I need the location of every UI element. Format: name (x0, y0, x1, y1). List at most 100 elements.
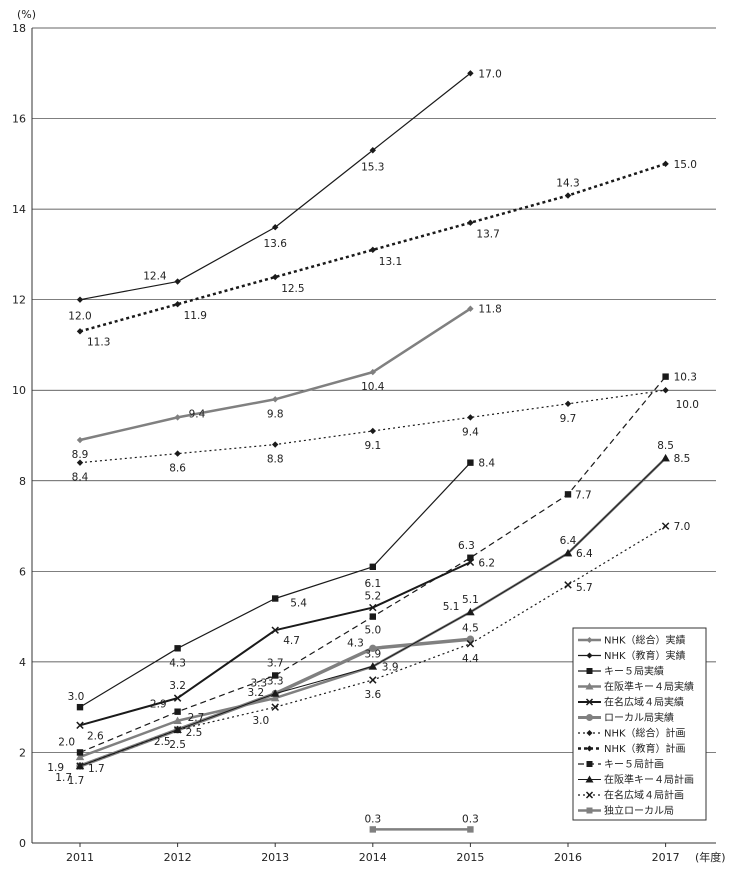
data-point (369, 613, 376, 620)
data-label: 1.7 (68, 775, 85, 787)
legend-label: 在名広域４局計画 (604, 789, 684, 802)
data-point (467, 459, 474, 466)
data-label: 8.4 (478, 458, 495, 470)
y-tick-label: 18 (12, 22, 26, 35)
marker-x-stroke (76, 762, 84, 770)
marker-x-stroke (585, 791, 594, 799)
data-point (272, 273, 279, 281)
data-point (466, 607, 475, 616)
data-label: 8.4 (72, 472, 89, 484)
legend-label: NHK（教育）実績 (604, 649, 686, 662)
data-label: 4.7 (283, 635, 300, 647)
legend-swatch-marker (586, 652, 593, 659)
data-label: 2.0 (58, 736, 75, 748)
data-label: 8.5 (657, 440, 674, 452)
data-point (467, 219, 474, 226)
data-point (272, 672, 279, 679)
data-label: 5.0 (364, 625, 381, 637)
data-label: 3.0 (68, 691, 85, 703)
data-point (173, 726, 182, 734)
y-tick-label: 4 (19, 656, 26, 669)
data-label: 12.5 (281, 283, 304, 295)
data-point (76, 296, 84, 303)
data-label: 4.5 (462, 622, 479, 634)
y-tick-label: 14 (12, 203, 26, 216)
legend-entry: 独立ローカル局 (578, 804, 674, 817)
data-label: 0.3 (364, 813, 381, 825)
data-label: 6.1 (364, 578, 381, 590)
legend-entry: キー５局計画 (578, 758, 664, 771)
data-point (271, 626, 279, 634)
data-point (76, 762, 84, 770)
legend-entry: 在阪準キー４局実績 (578, 680, 694, 693)
data-point (76, 749, 84, 756)
y-axis-unit: (%) (17, 8, 36, 21)
legend-label: NHK（総合）実績 (604, 634, 686, 647)
data-point (173, 694, 182, 702)
data-label: 1.7 (88, 763, 105, 775)
series-path (79, 72, 471, 301)
legend-label: NHK（教育）計画 (604, 742, 686, 755)
y-tick-label: 2 (19, 746, 26, 759)
data-label: 4.4 (462, 653, 479, 665)
data-point (369, 676, 377, 684)
data-label: 3.9 (364, 648, 381, 660)
data-point (368, 662, 377, 670)
data-label: 7.7 (575, 489, 592, 501)
series-path (79, 462, 471, 708)
legend-entry: NHK（総合）計画 (578, 727, 686, 740)
data-label: 14.3 (556, 178, 579, 190)
legend-label: 独立ローカル局 (604, 804, 674, 817)
legend-swatch-marker (586, 730, 593, 736)
data-label: 4.3 (347, 637, 364, 649)
data-point (661, 453, 670, 462)
data-point (467, 305, 474, 312)
legend-box (572, 627, 707, 821)
data-label: 9.8 (267, 408, 284, 420)
marker-x-stroke (271, 626, 279, 634)
data-label: 13.1 (379, 256, 402, 268)
data-point (369, 563, 376, 571)
data-point (369, 368, 376, 376)
data-label: 3.9 (382, 661, 399, 673)
legend-label: 在名広域４局実績 (604, 696, 684, 709)
x-tick-label: 2014 (359, 851, 387, 864)
legend-label: 在阪準キー４局計画 (604, 773, 694, 786)
data-point (271, 689, 280, 697)
data-label: 8.6 (169, 463, 186, 475)
legend-entry: キー５局実績 (578, 665, 664, 678)
data-point (174, 278, 181, 285)
series-line (76, 558, 475, 730)
x-tick-label: 2017 (652, 851, 680, 864)
data-label: 10.0 (676, 399, 699, 411)
axes: (%) (年度) 0 2 4 6 8 10 12 14 16 18 2011 2012 2013 2014… (12, 8, 726, 864)
data-label: 8.8 (267, 454, 284, 466)
data-point (369, 603, 377, 612)
data-point (564, 192, 572, 199)
legend-entry: NHK（教育）計画 (578, 742, 686, 755)
data-point (271, 693, 280, 702)
data-label: 15.3 (361, 161, 384, 173)
data-label: 3.2 (247, 687, 264, 699)
legend-swatch-marker (586, 745, 593, 752)
data-point (174, 645, 181, 652)
legend-entry: NHK（総合）実績 (578, 634, 686, 647)
data-label: 9.1 (364, 440, 381, 452)
data-point (75, 752, 85, 761)
data-point (369, 246, 376, 254)
x-tick-label: 2013 (261, 851, 289, 864)
data-label: 9.7 (560, 413, 577, 425)
data-label: 2.6 (87, 730, 104, 742)
data-label: 2.5 (154, 736, 171, 748)
legend-label: キー５局実績 (604, 665, 664, 678)
data-point (76, 721, 84, 730)
data-label: 5.7 (576, 582, 593, 594)
data-point (173, 716, 182, 724)
data-label: 12.0 (68, 311, 91, 323)
data-label: 2.5 (186, 727, 203, 739)
data-point (467, 554, 474, 561)
x-tick-label: 2016 (554, 851, 582, 864)
legend-swatch-marker (586, 637, 593, 643)
data-point (662, 387, 669, 394)
marker-x-stroke (271, 703, 279, 711)
